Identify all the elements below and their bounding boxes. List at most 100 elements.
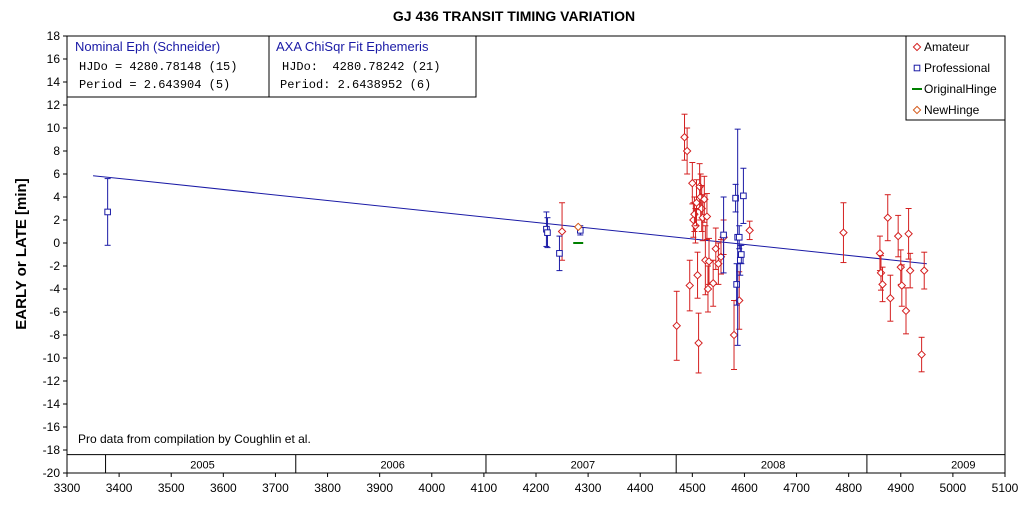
x-tick-label: 4500 — [679, 481, 706, 495]
data-points — [104, 113, 929, 374]
amateur-point — [694, 338, 703, 348]
amateur-point — [896, 262, 906, 272]
y-tick-label: 6 — [53, 167, 60, 181]
fit-line — [93, 175, 927, 265]
amateur-point — [897, 281, 907, 290]
x-tick-label: 3700 — [262, 481, 289, 495]
ephemeris-nominal-hjdo: HJDo = 4280.78148 (15) — [79, 60, 237, 74]
amateur-point — [878, 280, 887, 289]
x-tick-label: 4100 — [471, 481, 498, 495]
y-tick-label: 16 — [47, 52, 61, 66]
y-tick-label: -6 — [49, 305, 60, 319]
x-tick-label: 4700 — [783, 481, 810, 495]
ephemeris-box-nominal-frame — [66, 35, 270, 98]
amateur-point — [682, 146, 692, 156]
x-tick-label: 3500 — [158, 481, 185, 495]
x-tick-label: 3600 — [210, 481, 237, 495]
amateur-point — [876, 268, 886, 278]
ephemeris-fit-hjdo: HJDo: 4280.78242 (21) — [282, 60, 440, 74]
y-axis: -20-18-16-14-12-10-8-6-4-202468101214161… — [43, 29, 67, 480]
professional-point — [720, 231, 727, 239]
ephemeris-fit-period: Period: 2.6438952 (6) — [280, 78, 431, 92]
amateur-point — [901, 306, 911, 316]
legend-marker-professional — [913, 64, 921, 72]
year-label: 2006 — [380, 460, 404, 472]
x-tick-label: 5100 — [992, 481, 1019, 495]
y-tick-label: 18 — [47, 29, 61, 43]
ephemeris-nominal-period: Period = 2.643904 (5) — [79, 78, 230, 92]
amateur-point — [672, 321, 682, 331]
y-tick-label: -10 — [43, 351, 61, 365]
x-tick-label: 4000 — [418, 481, 445, 495]
y-tick-label: 0 — [53, 236, 60, 250]
x-tick-label: 4800 — [835, 481, 862, 495]
amateur-point — [917, 350, 926, 359]
legend-label-originalhinge: OriginalHinge — [924, 82, 997, 96]
y-tick-label: -14 — [43, 397, 61, 411]
y-tick-label: -16 — [43, 420, 61, 434]
amateur-point — [557, 227, 567, 236]
professional-point — [740, 192, 747, 200]
amateur-point — [883, 213, 893, 223]
x-axis: 3300 3400 3500 3600 3700 3800 3900 4000 4100 4200… — [54, 473, 1019, 495]
ephemeris-box-fit-frame — [268, 35, 477, 98]
legend-label-amateur: Amateur — [924, 40, 969, 54]
legend-label-newhinge: NewHinge — [924, 103, 980, 117]
y-tick-label: 10 — [47, 121, 61, 135]
year-label: 2008 — [761, 460, 785, 472]
amateur-point — [708, 278, 718, 288]
y-tick-label: -12 — [43, 374, 61, 388]
amateur-point — [703, 284, 713, 294]
x-tick-label: 3400 — [106, 481, 133, 495]
y-tick-label: -2 — [49, 259, 60, 273]
x-tick-label: 3800 — [314, 481, 341, 495]
x-tick-label: 4200 — [523, 481, 550, 495]
chart-title: GJ 436 TRANSIT TIMING VARIATION — [393, 8, 635, 24]
source-note: Pro data from compilation by Coughlin et… — [78, 432, 311, 446]
legend: Amateur Professional OriginalHinge NewHinge — [905, 35, 1006, 121]
legend-label-professional: Professional — [924, 61, 990, 75]
y-tick-label: 4 — [53, 190, 60, 204]
y-axis-label: EARLY or LATE [min] — [13, 178, 30, 329]
amateur-point — [745, 226, 754, 235]
y-tick-label: 14 — [47, 75, 61, 89]
year-label: 2005 — [190, 460, 214, 472]
y-tick-label: 2 — [53, 213, 60, 227]
fit-line-group — [93, 175, 927, 265]
ephemeris-box-fit: AXA ChiSqr Fit Ephemeris HJDo: 4280.7824… — [268, 35, 477, 98]
amateur-point — [693, 270, 702, 280]
amateur-point — [692, 198, 701, 208]
x-tick-label: 3300 — [54, 481, 81, 495]
amateur-point — [685, 281, 695, 290]
x-tick-label: 4900 — [887, 481, 914, 495]
x-tick-label: 4400 — [627, 481, 654, 495]
amateur-point — [886, 293, 895, 303]
amateur-point — [893, 231, 903, 241]
professional-point — [736, 256, 744, 264]
professional-point — [732, 194, 739, 202]
y-tick-label: -18 — [43, 443, 61, 457]
professional-point — [733, 281, 740, 288]
amateur-point — [688, 178, 697, 188]
newhinge-point — [573, 222, 583, 232]
amateur-point — [919, 266, 929, 275]
year-label: 2007 — [571, 460, 595, 472]
professional-point — [735, 233, 743, 241]
y-tick-label: -4 — [49, 282, 60, 296]
legend-marker-newhinge — [912, 105, 922, 115]
y-tick-label: -8 — [49, 328, 60, 342]
legend-marker-amateur — [912, 42, 922, 52]
x-tick-label: 4600 — [731, 481, 758, 495]
professional-point — [556, 250, 563, 257]
professional-point — [104, 208, 111, 216]
amateur-point — [905, 266, 915, 275]
y-tick-label: 8 — [53, 144, 60, 158]
amateur-point — [729, 330, 739, 340]
legend-frame — [905, 35, 1006, 121]
professional-point — [544, 229, 551, 236]
ephemeris-box-nominal: Nominal Eph (Schneider) HJDo = 4280.7814… — [66, 35, 270, 98]
ephemeris-fit-title: AXA ChiSqr Fit Ephemeris — [276, 39, 429, 54]
plot-area — [66, 35, 1006, 474]
professional-point — [738, 251, 745, 258]
